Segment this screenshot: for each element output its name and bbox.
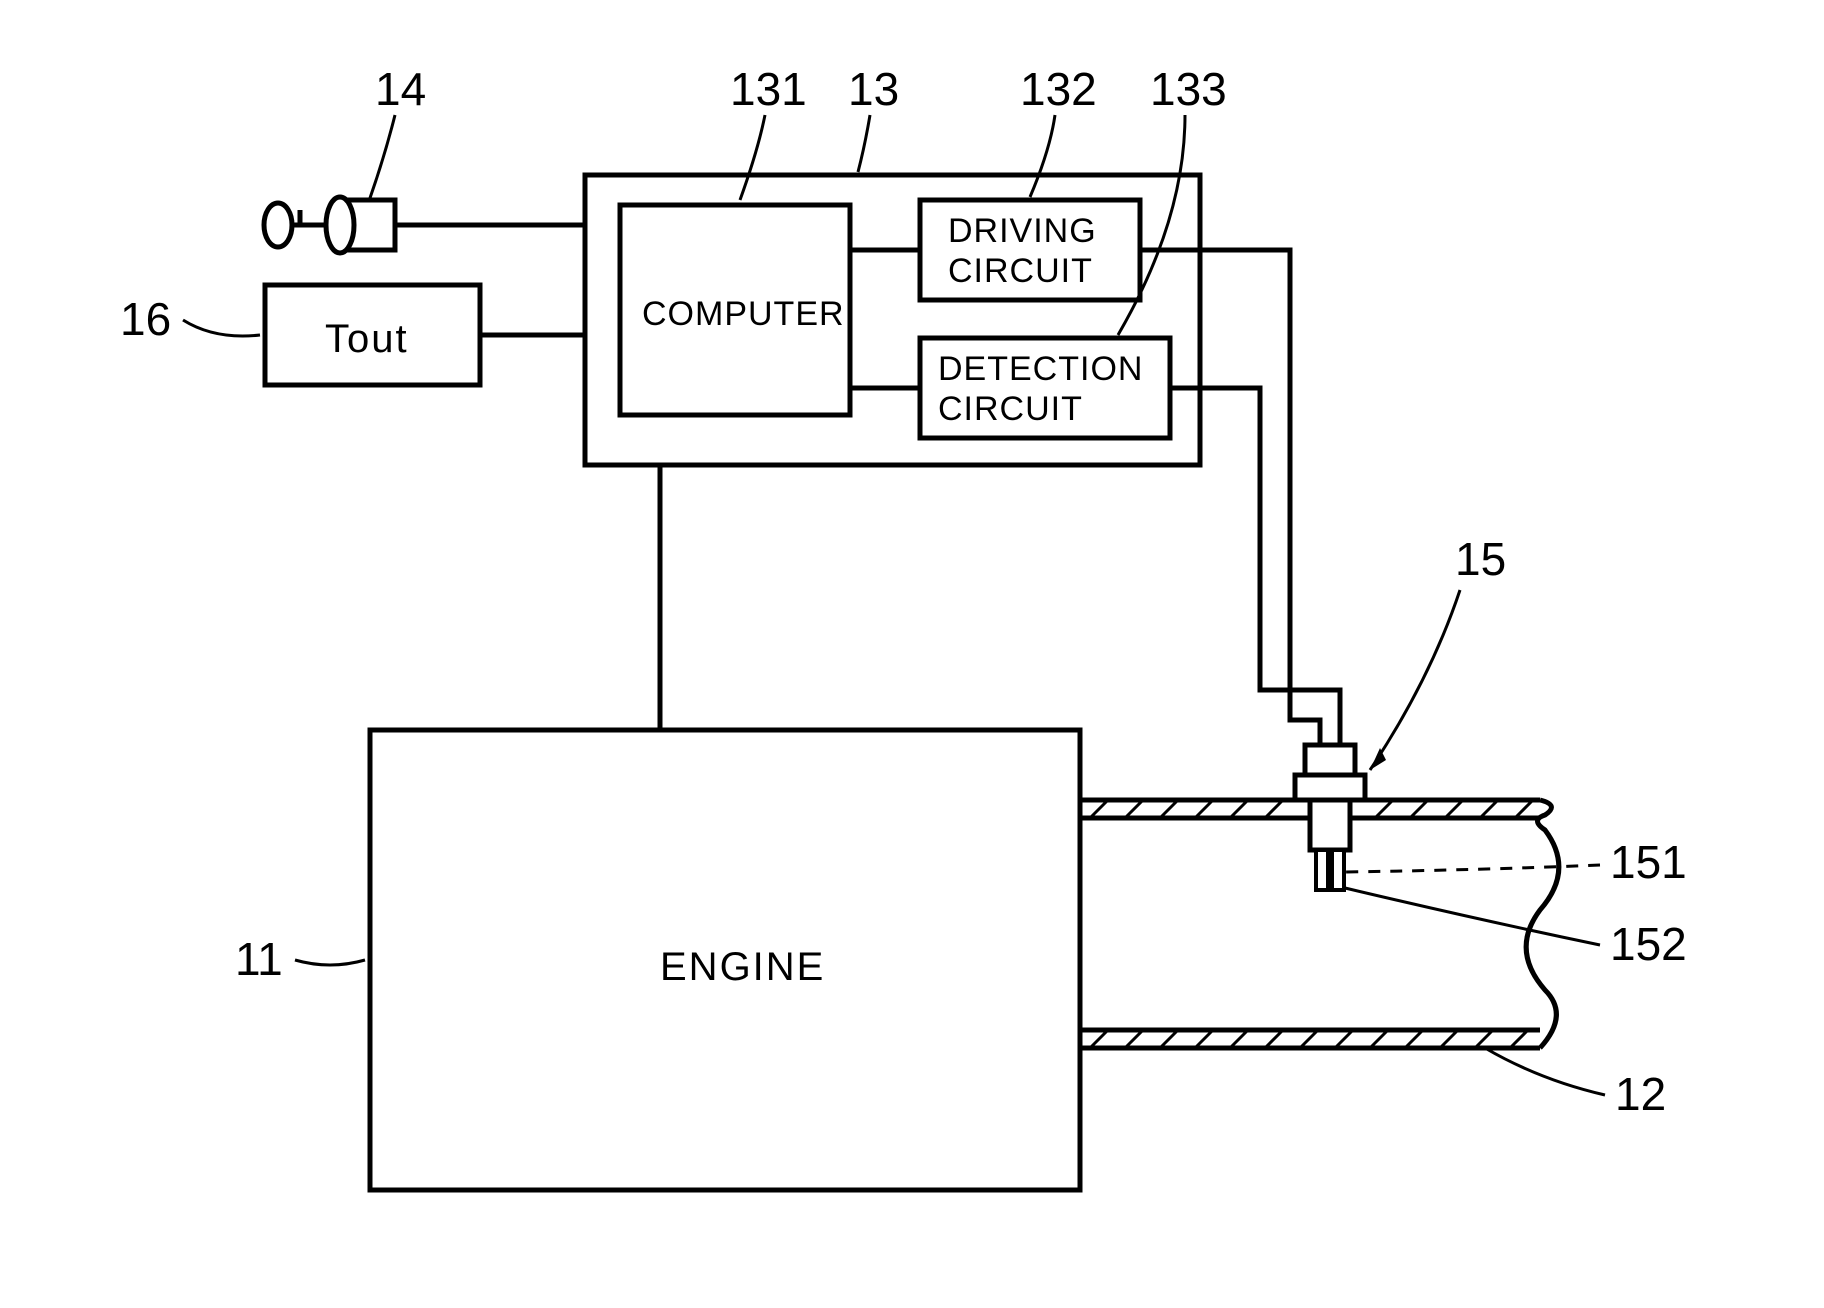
ref-15: 15 bbox=[1455, 533, 1506, 585]
ref-11: 11 bbox=[235, 933, 283, 985]
leader-16 bbox=[183, 320, 260, 336]
engine-label: ENGINE bbox=[660, 945, 825, 989]
leader-14 bbox=[370, 115, 395, 198]
leader-12 bbox=[1485, 1048, 1605, 1095]
diagram-canvas: ENGINE COMPUTER DRIVING CIRCUIT DETECTIO… bbox=[0, 0, 1824, 1308]
tout-label: Tout bbox=[325, 317, 409, 361]
leader-15 bbox=[1370, 590, 1460, 770]
ref-13: 13 bbox=[848, 63, 899, 115]
leader-11 bbox=[295, 960, 365, 965]
ref-16: 16 bbox=[120, 293, 171, 345]
driving-label-2: CIRCUIT bbox=[948, 252, 1093, 290]
detection-label-1: DETECTION bbox=[938, 350, 1143, 388]
leader-152 bbox=[1345, 888, 1600, 945]
ref-12: 12 bbox=[1615, 1068, 1666, 1120]
ref-152: 152 bbox=[1610, 918, 1687, 970]
detection-label-2: CIRCUIT bbox=[938, 390, 1083, 428]
ref-131: 131 bbox=[730, 63, 807, 115]
ref-14: 14 bbox=[375, 63, 426, 115]
driving-label-1: DRIVING bbox=[948, 212, 1097, 250]
leader-13 bbox=[858, 115, 870, 172]
key-switch-icon bbox=[264, 197, 395, 253]
ref-151: 151 bbox=[1610, 836, 1687, 888]
computer-label: COMPUTER bbox=[642, 295, 845, 333]
ref-133: 133 bbox=[1150, 63, 1227, 115]
leader-151 bbox=[1346, 865, 1600, 872]
ref-132: 132 bbox=[1020, 63, 1097, 115]
